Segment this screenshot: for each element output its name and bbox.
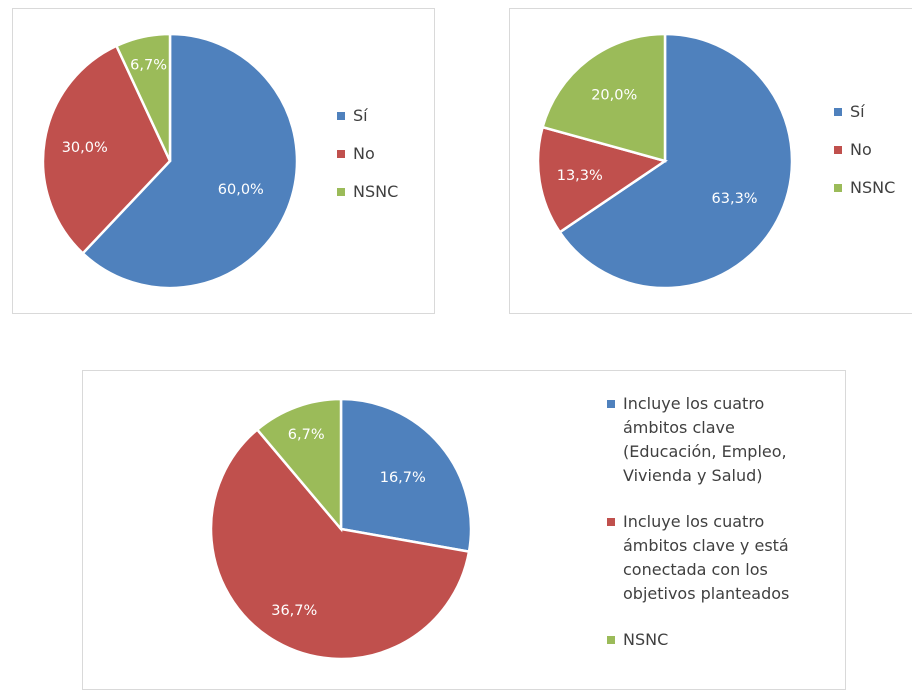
legend-label: Vivienda y Salud) — [623, 466, 762, 485]
pie-slice-2 — [209, 427, 471, 661]
pie-chart-panel-3: 16,7% 36,7% 6,7% Incluye los cuatro ámbitos … — [82, 370, 846, 690]
pie-chart-panel-1: 60,0% 30,0% 6,7% Sí No NSNC — [12, 8, 435, 314]
legend-item: NSNC — [607, 630, 668, 649]
legend-label: No — [850, 140, 872, 159]
legend-swatch — [337, 112, 345, 120]
legend-swatch — [607, 400, 615, 408]
legend-label: NSNC — [623, 630, 668, 649]
slice-data-label: 60,0% — [218, 182, 264, 198]
legend-item: NSNC — [337, 182, 398, 201]
legend-label: ámbitos clave — [623, 418, 735, 437]
pie-slice-3 — [114, 32, 172, 162]
legend-item: Incluye los cuatro ámbitos clave y está co… — [607, 512, 789, 603]
legend-item: No — [834, 140, 872, 159]
pie-slice-2 — [41, 44, 172, 256]
legend-swatch — [834, 146, 842, 154]
legend-label: conectada con los — [623, 560, 768, 579]
legend-swatch — [607, 518, 615, 526]
slice-data-label: 36,7% — [271, 603, 317, 619]
pie-chart-1: 60,0% 30,0% 6,7% Sí No NSNC — [41, 32, 398, 290]
pie-slice-1 — [339, 397, 473, 554]
legend-item: Sí — [337, 106, 368, 125]
legend-label: Incluye los cuatro — [623, 512, 764, 531]
legend-label: Incluye los cuatro — [623, 394, 764, 413]
pie-chart-2: 63,3% 13,3% 20,0% Sí No NSNC — [536, 32, 895, 290]
pie-slice-3 — [255, 397, 343, 533]
legend-label: (Educación, Empleo, — [623, 442, 787, 461]
pie-slice-1 — [558, 32, 794, 290]
slice-data-label: 30,0% — [62, 140, 108, 156]
legend-swatch — [834, 184, 842, 192]
slice-data-label: 6,7% — [288, 427, 325, 443]
legend-swatch — [337, 188, 345, 196]
slice-data-label: 13,3% — [557, 168, 603, 184]
legend-item: No — [337, 144, 375, 163]
legend-label: Sí — [353, 106, 368, 125]
legend-label: No — [353, 144, 375, 163]
legend-label: NSNC — [353, 182, 398, 201]
pie-slice-3 — [541, 32, 667, 163]
slice-data-label: 63,3% — [712, 191, 758, 207]
pie-chart-3: 16,7% 36,7% 6,7% Incluye los cuatro ámbitos … — [209, 394, 789, 661]
slice-data-label: 16,7% — [380, 470, 426, 486]
legend-item: Incluye los cuatro ámbitos clave (Educació… — [607, 394, 787, 485]
legend-swatch — [834, 108, 842, 116]
pie-slice-1 — [81, 32, 299, 290]
legend-item: NSNC — [834, 178, 895, 197]
legend-label: ámbitos clave y está — [623, 536, 789, 555]
legend-label: objetivos planteados — [623, 584, 789, 603]
legend-swatch — [607, 636, 615, 644]
pie-chart-panel-2: 63,3% 13,3% 20,0% Sí No NSNC — [509, 8, 912, 314]
legend-item: Sí — [834, 102, 865, 121]
legend-label: Sí — [850, 102, 865, 121]
legend-label: NSNC — [850, 178, 895, 197]
slice-data-label: 20,0% — [591, 87, 637, 103]
slice-data-label: 6,7% — [130, 57, 167, 73]
legend-swatch — [337, 150, 345, 158]
